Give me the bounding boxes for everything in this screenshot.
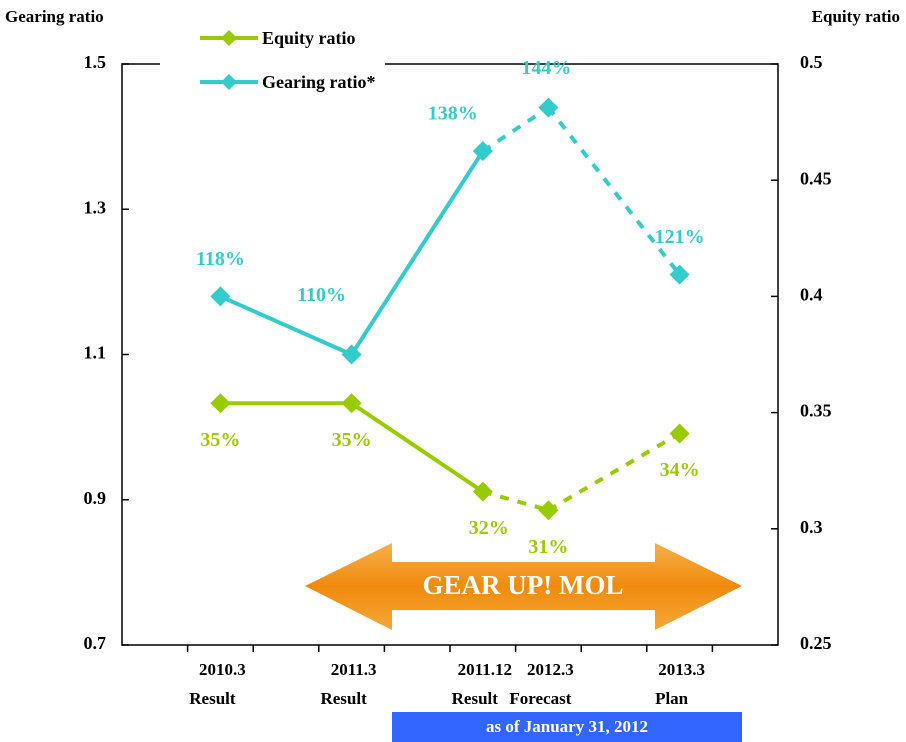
value-label: 35% bbox=[332, 429, 372, 451]
x-tick-label: 2011.3 bbox=[331, 660, 377, 679]
x-tick-label: 2012.3 bbox=[527, 660, 574, 679]
value-label: 34% bbox=[660, 459, 700, 481]
marker bbox=[538, 500, 559, 521]
x-tick-sublabel: Result bbox=[320, 689, 367, 708]
y-tick-label: 1.5 bbox=[84, 52, 107, 72]
line-segment bbox=[350, 401, 484, 494]
y2-tick-label: 0.3 bbox=[800, 517, 823, 537]
legend-bg bbox=[160, 20, 385, 104]
y-tick-label: 0.9 bbox=[84, 488, 107, 508]
value-label: 121% bbox=[655, 226, 705, 248]
legend-label: Gearing ratio* bbox=[262, 72, 375, 92]
marker bbox=[669, 264, 690, 285]
line-segment bbox=[547, 431, 681, 512]
arrow-label: GEAR UP! MOL bbox=[423, 570, 624, 600]
line-segment bbox=[219, 294, 353, 357]
legend-marker bbox=[221, 30, 237, 46]
x-tick-sublabel: Result bbox=[189, 689, 236, 708]
marker bbox=[210, 393, 231, 414]
marker bbox=[472, 481, 493, 502]
y2-axis-title: Equity ratio bbox=[812, 7, 900, 26]
line-segment bbox=[349, 150, 485, 356]
y-tick-label: 1.1 bbox=[84, 343, 107, 363]
gear-up-arrow bbox=[305, 543, 742, 630]
note-text: as of January 31, 2012 bbox=[486, 717, 648, 736]
value-label: 31% bbox=[528, 536, 568, 558]
value-label: 118% bbox=[196, 248, 245, 270]
y-tick-label: 1.3 bbox=[84, 197, 107, 217]
x-tick-sublabel: Result bbox=[452, 689, 499, 708]
value-label: 144% bbox=[521, 57, 571, 79]
marker bbox=[341, 344, 362, 365]
y2-tick-label: 0.25 bbox=[800, 633, 832, 653]
x-tick-label: 2013.3 bbox=[658, 660, 705, 679]
legend-label: Equity ratio bbox=[262, 28, 356, 48]
marker bbox=[341, 393, 362, 414]
value-label: 110% bbox=[297, 284, 346, 306]
value-label: 138% bbox=[428, 103, 478, 125]
y2-tick-label: 0.4 bbox=[800, 285, 823, 305]
y2-tick-label: 0.35 bbox=[800, 401, 832, 421]
x-tick-sublabel: Plan bbox=[655, 689, 689, 708]
marker bbox=[472, 141, 493, 162]
marker bbox=[669, 423, 690, 444]
y2-tick-label: 0.45 bbox=[800, 168, 832, 188]
y2-tick-label: 0.5 bbox=[800, 52, 823, 72]
line-segment bbox=[546, 106, 682, 276]
legend-marker bbox=[221, 74, 237, 90]
x-tick-label: 2011.12 bbox=[458, 660, 512, 679]
note-box bbox=[392, 712, 742, 742]
value-label: 32% bbox=[469, 517, 509, 539]
y-tick-label: 0.7 bbox=[84, 633, 107, 653]
line-segment bbox=[481, 105, 550, 153]
x-tick-label: 2010.3 bbox=[199, 660, 246, 679]
marker bbox=[538, 97, 559, 118]
line-segment bbox=[482, 489, 549, 513]
y-axis-title: Gearing ratio bbox=[5, 7, 104, 26]
marker bbox=[210, 286, 231, 307]
value-label: 35% bbox=[200, 429, 240, 451]
x-tick-sublabel: Forecast bbox=[509, 689, 571, 708]
